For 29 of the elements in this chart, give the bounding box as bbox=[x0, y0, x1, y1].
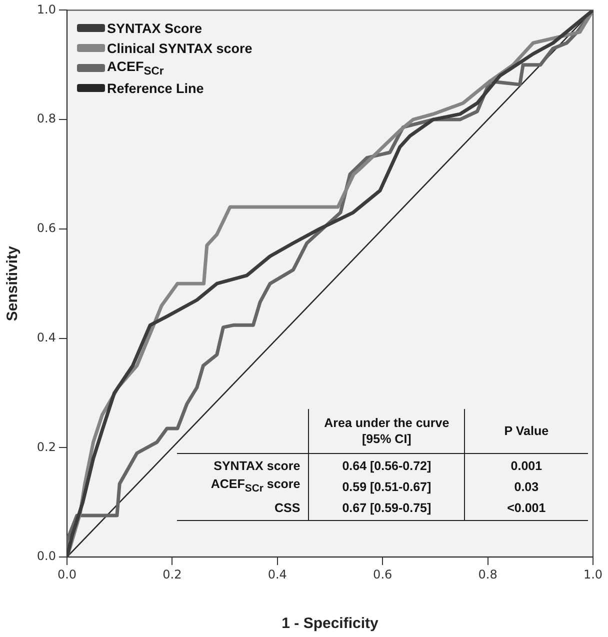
legend-label: SYNTAX Score bbox=[107, 20, 202, 36]
annotation: Area under the curve [95% CI] bbox=[308, 409, 465, 454]
y-tick-label: 0.8 bbox=[36, 112, 56, 126]
legend-label: Reference Line bbox=[107, 80, 204, 96]
annotation: P Value bbox=[464, 409, 588, 454]
y-tick-label: 0.6 bbox=[36, 221, 56, 236]
x-tick-label: 0.4 bbox=[268, 567, 287, 582]
y-tick-label: 1.0 bbox=[36, 2, 56, 16]
x-tick-label: 0.8 bbox=[478, 567, 498, 582]
annotation: 0.03 bbox=[513, 479, 540, 496]
annotation: CSS bbox=[177, 498, 309, 520]
legend-label: ACEF$_{SCr}$ bbox=[107, 58, 164, 78]
x-tick-label: 0.6 bbox=[373, 567, 392, 582]
y-tick-label: 0.0 bbox=[36, 549, 56, 564]
annotation: 0.64 [0.56-0.72] bbox=[308, 454, 465, 476]
y-tick-label: 0.4 bbox=[36, 330, 56, 344]
annotation: <0.001 bbox=[464, 498, 588, 520]
x-tick-label: 0.0 bbox=[57, 567, 77, 582]
annotation: ACEF$_{SCr}$ score bbox=[177, 475, 309, 499]
annotation: 0.59 [0.51-0.67] bbox=[308, 475, 465, 499]
y-axis-title: Sensitivity bbox=[4, 245, 22, 322]
annotation: SYNTAX score bbox=[177, 454, 309, 476]
legend-label: Clinical SYNTAX score bbox=[107, 40, 252, 56]
x-tick-label: 1.0 bbox=[583, 567, 603, 582]
x-tick-label: 0.2 bbox=[162, 567, 182, 582]
y-tick-label: 0.2 bbox=[36, 440, 56, 454]
annotation: 0.67 [0.59-0.75] bbox=[308, 498, 465, 520]
x-axis-title: 1 - Specificity bbox=[282, 615, 380, 632]
annotation: 0.001 bbox=[510, 458, 544, 476]
